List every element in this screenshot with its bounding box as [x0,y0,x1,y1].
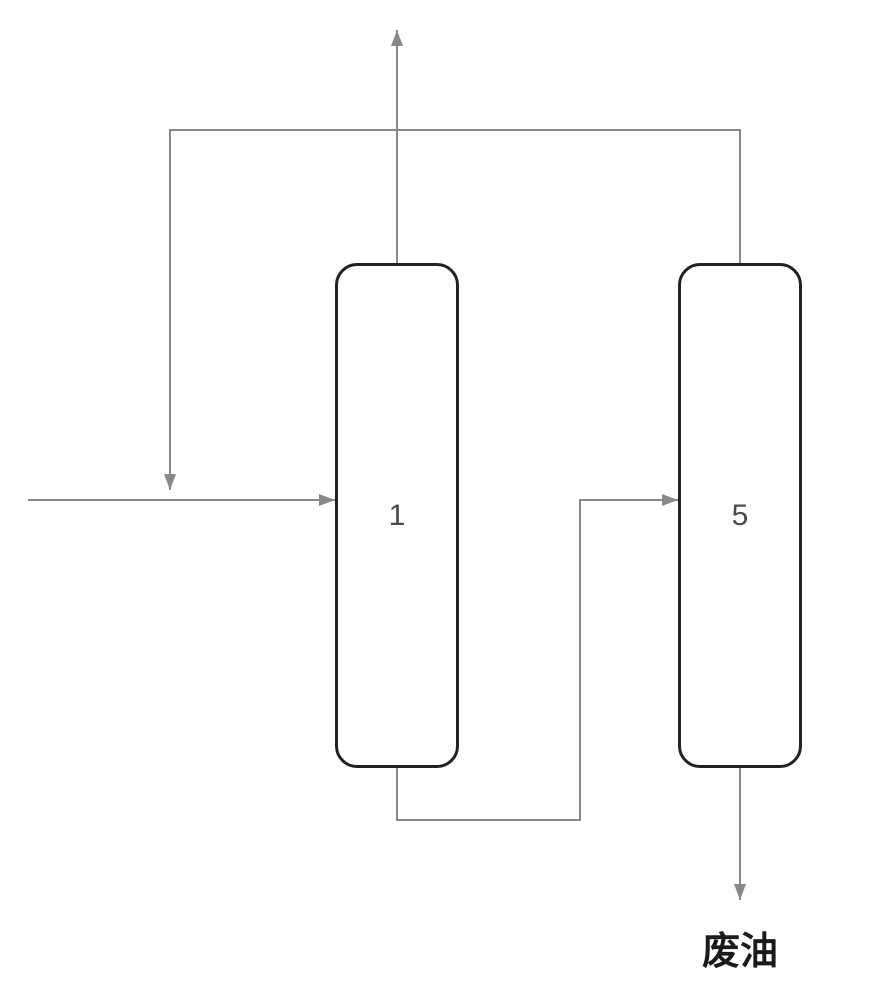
arrowhead-icon [662,494,678,506]
arrowhead-icon [391,30,403,46]
arrowhead-icon [734,884,746,900]
flow-node-label: 1 [389,499,406,533]
arrowhead-icon [164,474,176,490]
arrowhead-icon [319,494,335,506]
waste-oil-label: 废油 [702,920,778,975]
flow-node-node1: 1 [335,263,459,768]
flow-node-node5: 5 [678,263,802,768]
flow-node-label: 5 [732,499,749,533]
